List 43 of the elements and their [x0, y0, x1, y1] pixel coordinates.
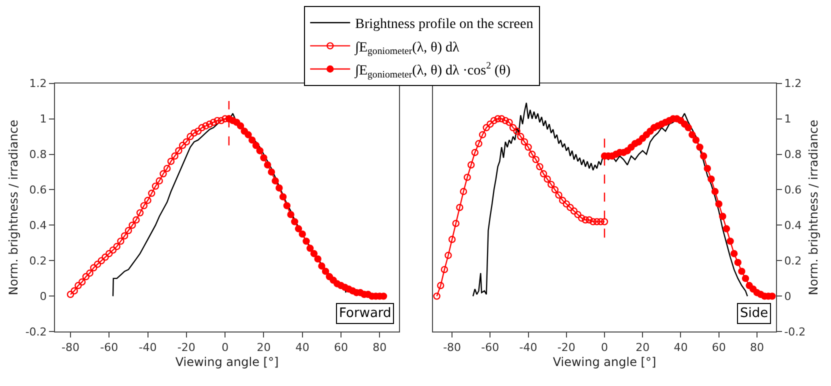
x-tick-label: 40 [674, 340, 688, 354]
legend-label: ∫E$_{goniometer}$(λ, θ) dλ ·cos$^{2}$ (θ) [354, 60, 511, 80]
x-axis-title: Viewing angle [°] [175, 354, 279, 369]
y-tick-label: 0.2 [29, 254, 47, 268]
legend-label: ∫E$_{goniometer}$(λ, θ) dλ [354, 40, 460, 58]
x-tick-label: 60 [334, 340, 348, 354]
x-tick-label: -60 [100, 340, 118, 354]
x-tick-label: -20 [557, 340, 576, 354]
y-tick-label: 0.4 [784, 219, 802, 232]
y-tick-label: 0 [784, 290, 792, 304]
x-tick-label: -20 [177, 340, 196, 354]
y-tick-label: 1 [784, 112, 792, 126]
x-tick-label: 60 [712, 340, 726, 354]
x-tick-label: 0 [222, 340, 229, 354]
annotation: Forward [339, 306, 392, 321]
y-tick-label: 0.8 [29, 148, 47, 162]
y-tick-label: 1.2 [29, 77, 47, 90]
x-tick-label: 40 [295, 340, 310, 354]
y-tick-label: -0.2 [25, 325, 47, 338]
x-tick-label: 20 [636, 340, 650, 354]
x-tick-label: -60 [481, 340, 500, 354]
x-tick-label: 80 [750, 340, 764, 354]
y-tick-label: 0 [40, 290, 47, 304]
x-tick-label: 20 [256, 340, 271, 354]
x-tick-label: 80 [372, 340, 387, 354]
y-tick-label: 1.2 [784, 77, 802, 90]
x-tick-label: -80 [443, 340, 462, 354]
x-tick-label: -40 [138, 340, 157, 354]
x-tick-label: -80 [61, 340, 80, 354]
y-tick-label: 0.2 [784, 254, 802, 268]
y-axis-title: Norm. brightness / irradiance [6, 120, 21, 296]
annotation: Side [740, 306, 768, 321]
x-axis-title: Viewing angle [°] [552, 354, 656, 369]
x-tick-label: 0 [601, 340, 608, 354]
y-tick-label: 0.6 [29, 184, 47, 197]
y-tick-label: 0.4 [29, 219, 47, 232]
y-tick-label: 0.8 [784, 148, 802, 162]
x-tick-label: -40 [519, 340, 538, 354]
y-tick-label: 0.6 [784, 184, 802, 197]
y-axis-title: Norm. brightness / irradiance [806, 120, 821, 296]
legend-label: Brightness profile on the screen [355, 17, 534, 32]
y-tick-label: -0.2 [784, 325, 806, 338]
y-tick-label: 1 [40, 112, 47, 126]
